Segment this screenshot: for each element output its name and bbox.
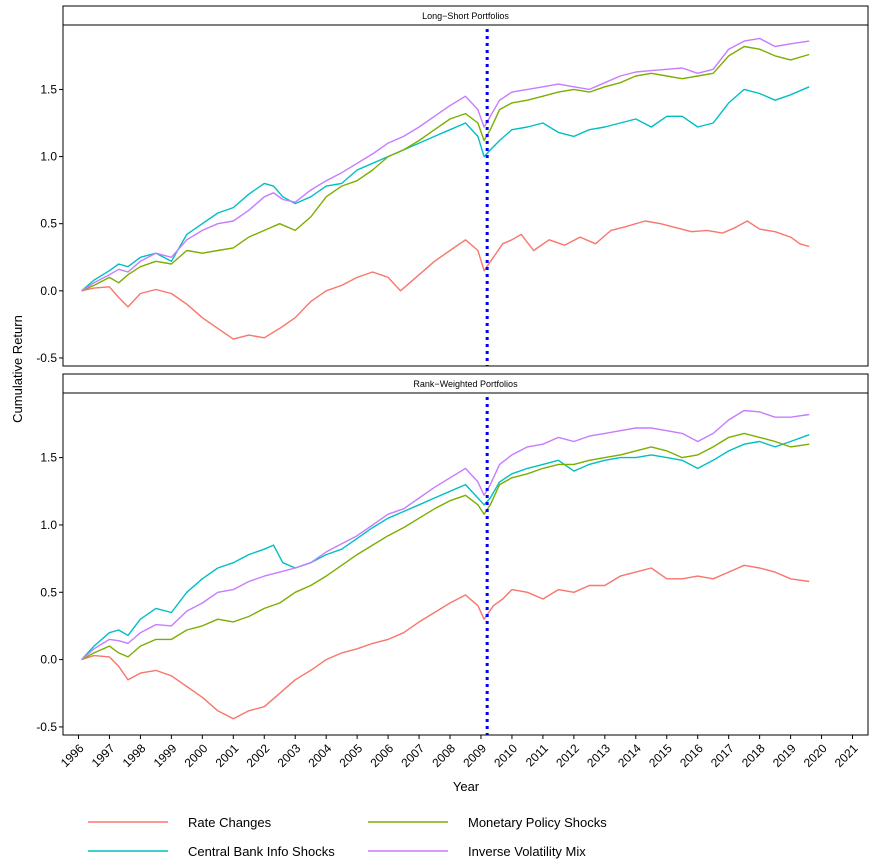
panel-2: Rank−Weighted Portfolios -0.5 0.0 0.5 1.0 1.5 — [36, 373, 869, 736]
y-tick-label: 0.5 — [40, 217, 57, 231]
series-line-mps — [81, 432, 810, 661]
facet-title: Long−Short Portfolios — [422, 11, 509, 21]
x-tick-label: 1997 — [89, 741, 118, 770]
panel-1: Long−Short Portfolios -0.5 0.0 0.5 1.0 1.5 — [36, 5, 869, 367]
series-line-cbi — [81, 434, 810, 661]
legend: Rate Changes Monetary Policy Shocks Centra… — [88, 815, 607, 859]
x-tick-label: 2007 — [398, 741, 427, 770]
x-tick-label: 2008 — [429, 741, 458, 770]
x-tick-label: 2020 — [801, 741, 830, 770]
x-tick-label: 2021 — [832, 741, 861, 770]
y-tick-label: 0.0 — [40, 284, 57, 298]
legend-label: Inverse Volatility Mix — [468, 844, 586, 859]
legend-label: Rate Changes — [188, 815, 272, 830]
x-tick-label: 2018 — [739, 741, 768, 770]
x-tick-label: 2006 — [367, 741, 396, 770]
x-tick-label: 2001 — [213, 741, 242, 770]
series-line-rate — [81, 564, 810, 720]
series-line-ivm — [81, 37, 810, 292]
y-tick-label: -0.5 — [36, 351, 57, 365]
x-tick-label: 2017 — [708, 741, 737, 770]
y-tick-label: 1.0 — [40, 518, 57, 532]
x-tick-label: 2019 — [770, 741, 799, 770]
x-tick-label: 2011 — [523, 741, 551, 769]
series-line-cbi — [81, 86, 810, 292]
x-tick-label: 2009 — [460, 741, 489, 770]
y-tick-label: 1.0 — [40, 150, 57, 164]
x-tick-label: 2002 — [244, 741, 273, 770]
y-axis-label: Cumulative Return — [10, 315, 25, 423]
x-axis-ticks: 1996 1997 1998 1999 2000 2001 2002 2003 2004 2005… — [58, 735, 861, 770]
legend-item-ivm: Inverse Volatility Mix — [368, 844, 586, 859]
x-tick-label: 1996 — [58, 741, 87, 770]
y-tick-label: 1.5 — [40, 451, 57, 465]
panel-border — [62, 392, 869, 736]
x-tick-label: 2016 — [677, 741, 706, 770]
facet-panels: Long−Short Portfolios-0.50.00.51.01.5Ran… — [36, 5, 869, 736]
x-axis-label: Year — [453, 779, 480, 794]
x-tick-label: 2012 — [553, 741, 582, 770]
x-tick-label: 1999 — [151, 741, 180, 770]
x-tick-label: 2005 — [336, 741, 365, 770]
legend-item-rate: Rate Changes — [88, 815, 272, 830]
facet-title: Rank−Weighted Portfolios — [413, 379, 518, 389]
y-tick-label: 1.5 — [40, 82, 57, 96]
legend-label: Central Bank Info Shocks — [188, 844, 335, 859]
series-line-rate — [81, 220, 810, 340]
legend-item-cbi: Central Bank Info Shocks — [88, 844, 335, 859]
y-tick-label: -0.5 — [36, 720, 57, 734]
legend-item-mps: Monetary Policy Shocks — [368, 815, 607, 830]
legend-label: Monetary Policy Shocks — [468, 815, 607, 830]
x-tick-label: 2013 — [584, 741, 613, 770]
plot-area — [63, 25, 868, 366]
x-tick-label: 2004 — [306, 741, 335, 770]
plot-area — [63, 393, 868, 735]
x-tick-label: 2000 — [182, 741, 211, 770]
y-tick-label: 0.5 — [40, 585, 57, 599]
x-tick-label: 2015 — [646, 741, 675, 770]
x-tick-label: 2010 — [491, 741, 520, 770]
x-tick-label: 2003 — [275, 741, 304, 770]
panel-border — [62, 24, 869, 367]
series-line-mps — [81, 45, 810, 292]
x-tick-label: 1998 — [120, 741, 149, 770]
y-tick-label: 0.0 — [40, 653, 57, 667]
x-tick-label: 2014 — [615, 741, 644, 770]
series-line-ivm — [81, 409, 810, 661]
